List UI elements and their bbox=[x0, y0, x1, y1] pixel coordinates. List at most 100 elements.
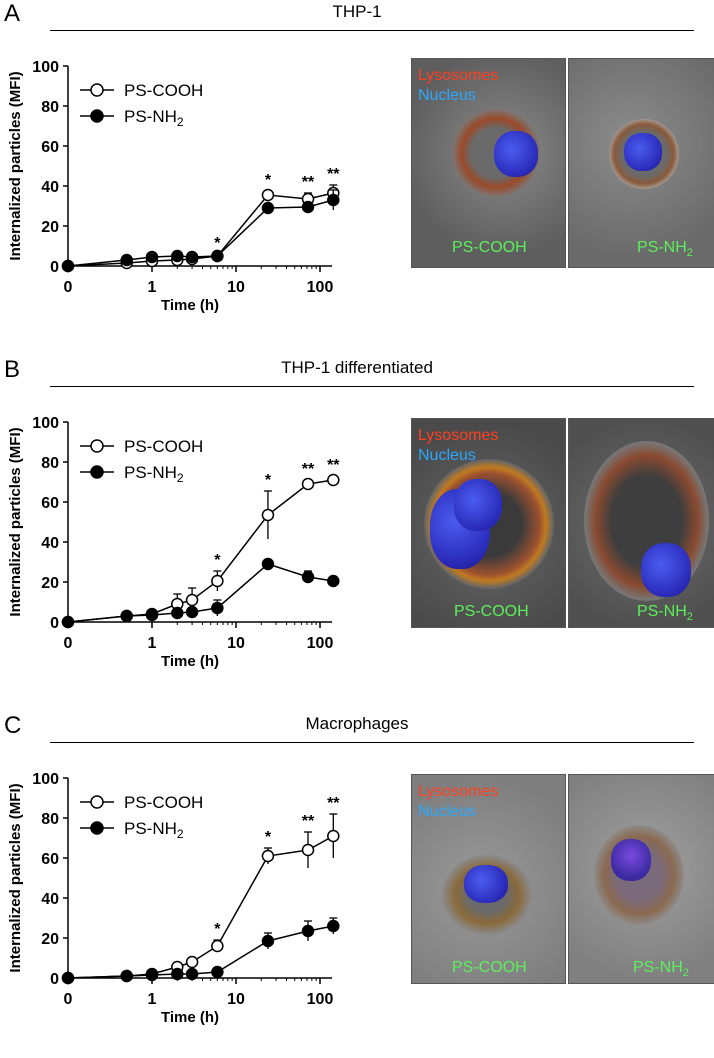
data-point bbox=[301, 924, 315, 938]
data-point bbox=[185, 955, 199, 969]
y-tick-label: 20 bbox=[41, 219, 59, 236]
data-point bbox=[61, 615, 75, 629]
data-point bbox=[145, 608, 159, 622]
legend-label: PS-NH2 bbox=[124, 107, 184, 129]
y-tick-label: 40 bbox=[41, 891, 59, 908]
series-line-ps-cooh bbox=[67, 192, 334, 267]
particle-label: PS-COOH bbox=[452, 959, 527, 976]
data-point bbox=[171, 967, 184, 981]
y-tick-label: 20 bbox=[41, 931, 59, 948]
data-point bbox=[327, 829, 340, 843]
lysosomes-label: Lysosomes bbox=[418, 427, 499, 444]
legend-marker bbox=[90, 439, 104, 453]
data-point bbox=[261, 201, 275, 215]
data-point bbox=[171, 249, 184, 263]
particle-label: PS-NH2 bbox=[637, 603, 693, 624]
legend-label-subscript: 2 bbox=[177, 115, 184, 129]
y-tick-label: 60 bbox=[41, 139, 59, 156]
x-tick-label: 10 bbox=[227, 635, 245, 652]
panel-b: B THP-1 differentiated 0 20 40 60 80 100 0 1 10 1… bbox=[0, 356, 714, 702]
data-point bbox=[120, 253, 133, 267]
panel-c: C Macrophages 0 20 40 60 80 100 0 1 10 100 Time (h… bbox=[0, 712, 714, 1058]
significance-marker: ** bbox=[302, 461, 315, 478]
lysosomes-label: Lysosomes bbox=[418, 783, 499, 800]
panel-title: Macrophages bbox=[305, 714, 409, 733]
significance-marker: * bbox=[265, 829, 272, 846]
data-point bbox=[327, 574, 340, 588]
particle-label: PS-NH2 bbox=[637, 239, 693, 260]
micrograph-ps-nh2: PS-NH2 bbox=[568, 58, 714, 268]
data-point bbox=[61, 259, 75, 273]
significance-marker: ** bbox=[302, 813, 315, 830]
data-point bbox=[120, 969, 133, 983]
legend-label-subscript: 2 bbox=[177, 827, 184, 841]
y-tick-label: 60 bbox=[41, 851, 59, 868]
data-point bbox=[211, 574, 224, 588]
y-tick-label: 20 bbox=[41, 575, 59, 592]
nucleus-image bbox=[494, 131, 538, 177]
data-point bbox=[261, 557, 275, 571]
panel-letter: B bbox=[4, 356, 21, 383]
nucleus-image bbox=[454, 479, 502, 531]
legend-label-subscript: 2 bbox=[177, 471, 184, 485]
title-rule bbox=[50, 742, 694, 743]
micrograph-ps-nh2: PS-NH2 bbox=[568, 418, 714, 628]
x-tick-label: 100 bbox=[307, 279, 334, 296]
nucleus-label: Nucleus bbox=[418, 87, 476, 104]
data-point bbox=[211, 939, 224, 953]
y-axis-label: Internalized particles (MFI) bbox=[7, 427, 24, 616]
significance-marker: ** bbox=[327, 166, 340, 183]
data-point bbox=[61, 971, 75, 985]
micrograph-ps-cooh: Lysosomes Nucleus PS-COOH bbox=[411, 774, 566, 984]
x-tick-label: 100 bbox=[307, 991, 334, 1008]
data-point bbox=[185, 250, 199, 264]
data-point bbox=[145, 968, 159, 982]
data-point bbox=[301, 477, 315, 491]
x-tick-label: 10 bbox=[227, 279, 245, 296]
x-tick-label: 100 bbox=[307, 635, 334, 652]
x-tick-label: 0 bbox=[64, 279, 73, 296]
micrograph-ps-nh2: PS-NH2 bbox=[568, 774, 714, 984]
particle-label: PS-COOH bbox=[452, 239, 527, 256]
title-rule bbox=[50, 386, 694, 387]
legend-label: PS-NH2 bbox=[124, 463, 184, 485]
y-tick-label: 100 bbox=[32, 59, 59, 76]
data-point bbox=[171, 606, 184, 620]
lysosomes-label: Lysosomes bbox=[418, 67, 499, 84]
panel-a: A THP-1 0 20 40 60 80 100 0 1 10 100 Time (h) Inter… bbox=[0, 0, 714, 346]
x-tick-label: 10 bbox=[227, 991, 245, 1008]
nucleus-label: Nucleus bbox=[418, 803, 476, 820]
data-point bbox=[301, 570, 315, 584]
significance-marker: * bbox=[265, 172, 272, 189]
y-tick-label: 40 bbox=[41, 535, 59, 552]
data-point bbox=[301, 200, 315, 214]
nucleus-label: Nucleus bbox=[418, 447, 476, 464]
particle-label: PS-COOH bbox=[454, 603, 529, 620]
significance-marker: * bbox=[214, 552, 221, 569]
panel-title: THP-1 bbox=[332, 2, 382, 21]
data-point bbox=[211, 249, 224, 263]
y-tick-label: 0 bbox=[50, 259, 59, 276]
y-tick-label: 100 bbox=[32, 771, 59, 788]
data-point bbox=[327, 473, 340, 487]
legend-label: PS-COOH bbox=[124, 81, 203, 100]
data-point bbox=[185, 967, 199, 981]
particle-label: PS-NH2 bbox=[633, 959, 689, 980]
data-point bbox=[185, 605, 199, 619]
data-point bbox=[261, 934, 275, 948]
data-point bbox=[261, 508, 275, 522]
x-tick-label: 0 bbox=[64, 635, 73, 652]
y-tick-label: 100 bbox=[32, 415, 59, 432]
nucleus-image bbox=[624, 133, 662, 171]
series-line-ps-nh2 bbox=[67, 199, 334, 267]
data-point bbox=[327, 919, 340, 933]
x-tick-label: 0 bbox=[64, 991, 73, 1008]
legend-label: PS-COOH bbox=[124, 437, 203, 456]
legend-label: PS-COOH bbox=[124, 793, 203, 812]
y-tick-label: 80 bbox=[41, 455, 59, 472]
y-tick-label: 40 bbox=[41, 179, 59, 196]
data-point bbox=[211, 965, 224, 979]
uptake-chart-c: 0 20 40 60 80 100 0 1 10 100 Time (h) Internalized … bbox=[7, 771, 340, 1026]
micrograph-ps-cooh: Lysosomes Nucleus PS-COOH bbox=[411, 58, 566, 268]
legend-marker bbox=[90, 109, 104, 123]
